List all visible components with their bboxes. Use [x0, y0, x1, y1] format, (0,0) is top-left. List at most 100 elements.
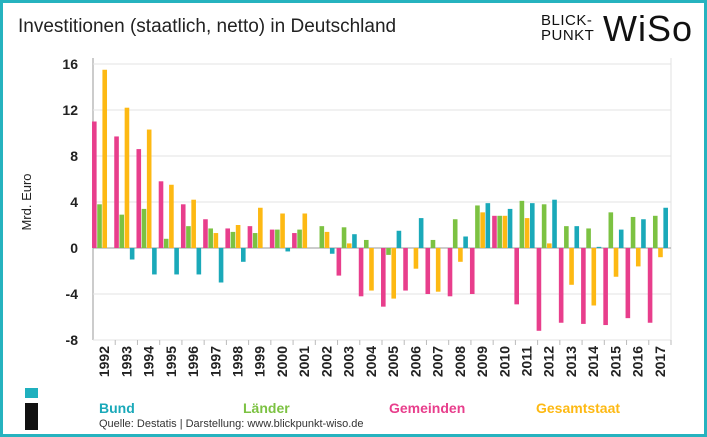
bar-länder-2010 [497, 215, 502, 248]
bar-gesamtstaat-1999 [258, 207, 263, 248]
bar-bund-2013 [574, 226, 580, 248]
bar-länder-1993 [119, 214, 125, 248]
bar-gemeinden-1994 [136, 149, 142, 248]
bar-gesamtstaat-2013 [569, 248, 574, 285]
bar-länder-2003 [341, 227, 347, 248]
bar-gemeinden-2013 [558, 248, 564, 323]
bar-länder-1992 [97, 204, 102, 248]
x-tick-label: 2007 [430, 346, 446, 377]
bar-bund-1995 [174, 248, 179, 275]
bar-gesamtstaat-2007 [435, 248, 441, 292]
bar-gesamtstaat-1997 [213, 233, 219, 248]
x-tick-label: 2012 [541, 346, 557, 377]
bar-gesamtstaat-2001 [302, 213, 308, 248]
logo-line-1: BLICK- [541, 12, 593, 29]
bar-gemeinden-1992 [92, 121, 97, 248]
bar-bund-1997 [218, 248, 224, 283]
bar-gesamtstaat-2012 [547, 243, 552, 248]
bar-bund-2015 [618, 229, 624, 248]
bar-länder-1994 [141, 208, 147, 248]
bar-gesamtstaat-2015 [613, 248, 619, 277]
brand-mark-black [25, 403, 38, 430]
bar-gesamtstaat-2009 [480, 212, 485, 248]
bar-länder-1995 [163, 238, 169, 248]
bar-gemeinden-2007 [425, 248, 431, 294]
bar-gesamtstaat-2016 [635, 248, 641, 267]
bar-bund-2002 [329, 248, 335, 254]
x-tick-label: 1993 [118, 346, 134, 377]
bar-gesamtstaat-2011 [524, 218, 530, 248]
logo-text: BLICK- PUNKT [541, 13, 594, 43]
bar-gemeinden-2003 [336, 248, 342, 276]
x-tick-label: 2002 [318, 346, 334, 377]
x-tick-label: 2008 [452, 346, 468, 377]
x-tick-label: 2006 [407, 346, 423, 377]
bar-gesamtstaat-2004 [369, 248, 374, 291]
bar-bund-2003 [352, 234, 357, 248]
bar-bund-1996 [196, 248, 202, 275]
bar-länder-1999 [252, 233, 258, 248]
bar-gemeinden-2004 [358, 248, 364, 297]
bar-bund-2006 [418, 218, 424, 248]
bar-gemeinden-2005 [381, 248, 386, 307]
x-tick-label: 2015 [607, 346, 623, 377]
bar-länder-1996 [186, 226, 191, 248]
bar-bund-1993 [129, 248, 135, 260]
bar-gesamtstaat-2006 [413, 248, 419, 269]
bar-gesamtstaat-1993 [124, 107, 130, 248]
bar-länder-2005 [386, 248, 391, 255]
legend-gemeinden: Gemeinden [389, 400, 466, 416]
bar-bund-2017 [663, 207, 668, 248]
bar-länder-2001 [297, 229, 302, 248]
bar-gemeinden-2017 [647, 248, 653, 323]
x-tick-label: 2010 [496, 346, 512, 377]
bar-länder-2007 [430, 239, 436, 248]
bar-länder-1998 [230, 231, 236, 248]
bar-gemeinden-1999 [247, 226, 253, 248]
bar-gemeinden-2000 [269, 229, 275, 248]
bar-gesamtstaat-1992 [102, 69, 108, 248]
logo-word: WiSo [603, 8, 694, 49]
bar-länder-2016 [630, 216, 636, 248]
bar-gemeinden-1993 [114, 136, 119, 248]
bar-länder-2012 [541, 204, 547, 248]
y-tick-label: 16 [62, 56, 78, 72]
bar-bund-2008 [463, 236, 468, 248]
bar-gemeinden-2014 [581, 248, 586, 324]
bar-gemeinden-1996 [180, 204, 186, 248]
bar-bund-2000 [285, 248, 291, 252]
bar-gesamtstaat-2017 [658, 248, 663, 258]
bar-bund-2005 [396, 230, 402, 248]
bar-bund-2016 [641, 219, 646, 248]
bar-länder-2011 [519, 200, 525, 248]
bar-bund-2010 [507, 208, 513, 248]
bar-gemeinden-2011 [514, 248, 519, 305]
x-tick-label: 2017 [652, 346, 668, 377]
x-tick-label: 2013 [563, 346, 579, 377]
x-tick-label: 1994 [141, 346, 157, 377]
bar-länder-2017 [652, 215, 658, 248]
x-tick-label: 1992 [96, 346, 112, 377]
bar-länder-1997 [208, 228, 213, 248]
bar-länder-2009 [475, 205, 480, 248]
bar-länder-2014 [586, 228, 591, 248]
chart-title: Investitionen (staatlich, netto) in Deut… [18, 16, 397, 37]
bar-länder-2013 [564, 226, 569, 248]
x-tick-label: 2000 [274, 346, 290, 377]
x-tick-label: 2011 [519, 346, 535, 377]
bar-länder-2015 [608, 212, 614, 248]
source-note: Quelle: Destatis | Darstellung: www.blic… [99, 418, 364, 430]
x-tick-label: 2009 [474, 346, 490, 377]
bar-bund-1998 [241, 248, 246, 262]
bar-länder-2004 [363, 239, 369, 248]
bar-gemeinden-2015 [603, 248, 608, 326]
legend-bund: Bund [99, 400, 135, 416]
bar-gesamtstaat-2008 [458, 248, 463, 262]
x-tick-label: 1996 [185, 346, 201, 377]
bar-gemeinden-2010 [492, 215, 497, 248]
bar-gemeinden-1995 [158, 181, 164, 248]
bar-bund-2011 [530, 203, 535, 248]
x-tick-label: 2016 [630, 346, 646, 377]
x-tick-label: 1999 [252, 346, 268, 377]
logo-line-2: PUNKT [541, 27, 595, 44]
